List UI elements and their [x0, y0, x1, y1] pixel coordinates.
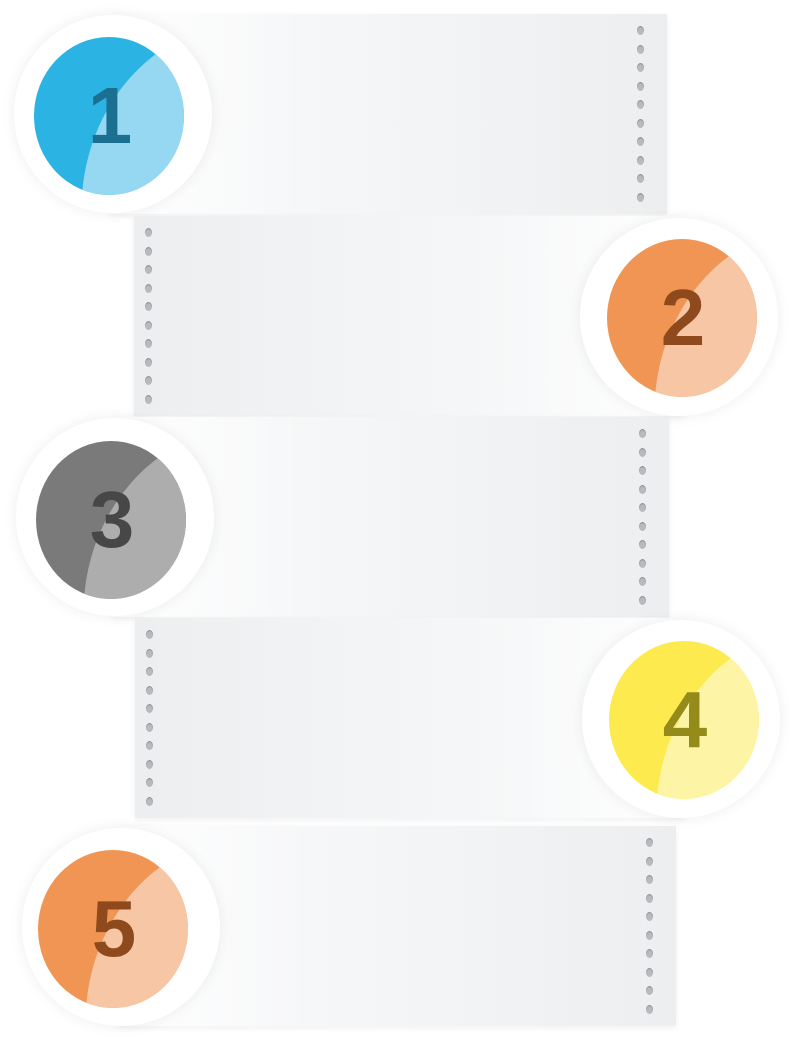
- step-4-badge-light: [657, 641, 759, 799]
- step-1: 1: [0, 14, 800, 218]
- step-4: 4: [0, 618, 800, 822]
- step-2-perforation: [145, 228, 153, 404]
- step-2-badge-light: [655, 239, 757, 397]
- step-5-badge: 5: [38, 850, 188, 1008]
- step-3-perforation: [639, 429, 647, 605]
- step-2-number: 2: [660, 273, 706, 362]
- step-5-badge-light: [86, 850, 188, 1008]
- step-1-number: 1: [87, 71, 133, 160]
- step-3-badge: 3: [36, 441, 186, 599]
- step-2-badge: 2: [607, 239, 757, 397]
- step-4-number: 4: [662, 675, 708, 764]
- step-1-badge-light: [82, 37, 184, 195]
- step-3: 3: [0, 417, 800, 621]
- step-1-badge: 1: [34, 37, 184, 195]
- step-3-badge-light: [84, 441, 186, 599]
- step-4-perforation: [146, 630, 154, 806]
- step-4-badge: 4: [609, 641, 759, 799]
- step-2: 2: [0, 216, 800, 420]
- step-5: 5: [0, 826, 800, 1030]
- step-3-number: 3: [89, 475, 135, 564]
- step-5-perforation: [646, 838, 654, 1014]
- step-5-number: 5: [91, 884, 137, 973]
- step-1-perforation: [637, 26, 645, 202]
